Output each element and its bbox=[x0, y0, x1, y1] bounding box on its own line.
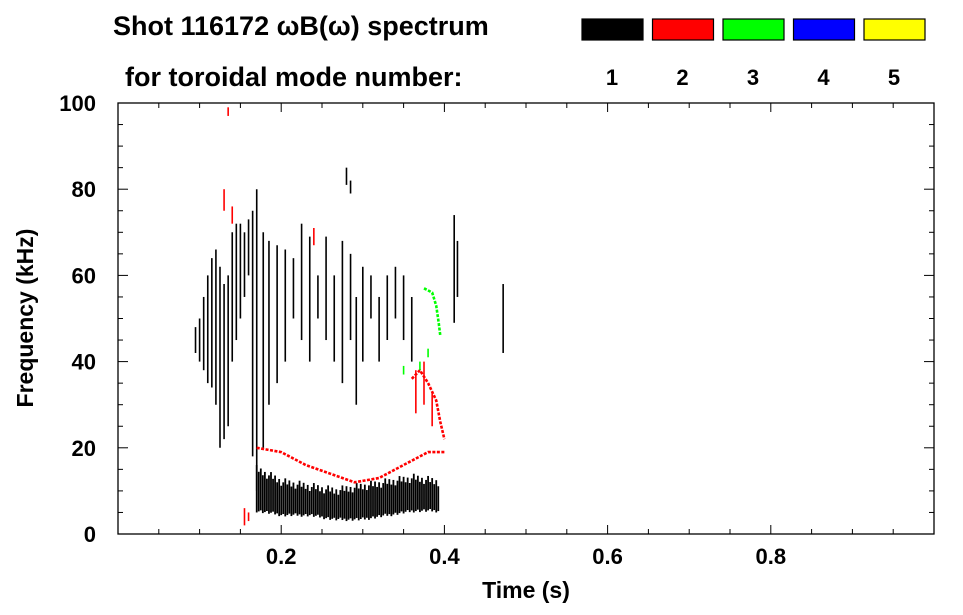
y-tick-label: 20 bbox=[72, 436, 96, 461]
spectrum-trace bbox=[256, 446, 445, 484]
legend-label-mode-4: 4 bbox=[817, 65, 830, 90]
x-axis-label: Time (s) bbox=[482, 577, 570, 603]
series-mode-1 bbox=[194, 167, 504, 522]
legend-label-mode-5: 5 bbox=[888, 65, 900, 90]
legend: 1 2 3 4 5 bbox=[581, 18, 926, 90]
y-tick-label: 0 bbox=[84, 522, 96, 547]
series-mode-2 bbox=[223, 107, 446, 526]
axis-ticks: 0.2 0.4 0.6 0.8 0 20 40 60 80 100 bbox=[59, 91, 934, 569]
y-tick-label: 40 bbox=[72, 350, 96, 375]
legend-swatch-mode-1 bbox=[581, 18, 644, 41]
y-tick-label: 80 bbox=[72, 177, 96, 202]
legend-swatch-mode-4 bbox=[792, 18, 856, 41]
chart-title-line1: Shot 116172 ωB(ω) spectrum bbox=[113, 11, 489, 41]
legend-swatch-mode-2 bbox=[651, 18, 715, 41]
chart-title-line2: for toroidal mode number: bbox=[125, 62, 463, 92]
x-tick-label: 0.6 bbox=[592, 544, 623, 569]
legend-label-mode-3: 3 bbox=[747, 65, 759, 90]
y-tick-label: 60 bbox=[72, 263, 96, 288]
x-tick-label: 0.8 bbox=[756, 544, 787, 569]
x-tick-label: 0.2 bbox=[266, 544, 297, 569]
y-axis-label: Frequency (kHz) bbox=[12, 229, 38, 408]
y-tick-label: 100 bbox=[59, 91, 96, 116]
spectrum-data bbox=[194, 107, 504, 526]
legend-swatch-mode-3 bbox=[722, 18, 785, 41]
series-mode-3 bbox=[402, 287, 442, 375]
spectrum-trace bbox=[410, 368, 446, 440]
spectrum-trace bbox=[423, 287, 442, 336]
legend-swatch-mode-5 bbox=[863, 18, 926, 41]
legend-label-mode-1: 1 bbox=[606, 65, 618, 90]
x-tick-label: 0.4 bbox=[429, 544, 460, 569]
legend-label-mode-2: 2 bbox=[676, 65, 688, 90]
